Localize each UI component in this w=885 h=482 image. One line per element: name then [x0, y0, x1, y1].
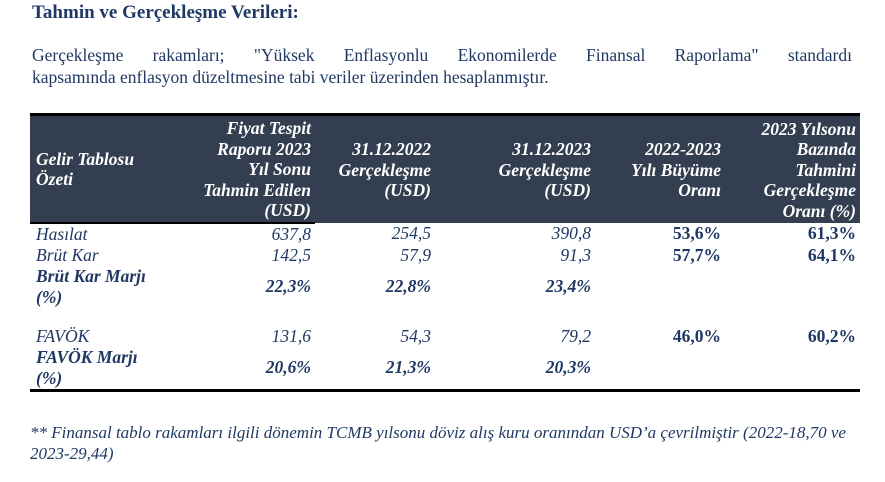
header-line: Gerçekleşme: [338, 159, 431, 180]
row-label-line: FAVÖK Marjı: [36, 346, 138, 367]
header-line: Yıl Sonu: [248, 159, 311, 179]
cell-actual-2023: 390,8: [551, 223, 591, 243]
cell-actual-2023: 91,3: [560, 244, 591, 265]
intro-line-2: kapsamında enflasyon düzeltmesine tabi v…: [32, 67, 549, 87]
intro-paragraph: Gerçekleşme rakamları; "Yüksek Enflasyon…: [32, 44, 852, 88]
cell-actual-2022: 22,8%: [385, 276, 431, 296]
header-line: (USD): [544, 180, 591, 200]
income-statement-table: Gelir Tablosu Özeti Fiyat Tespit Raporu …: [30, 113, 860, 392]
spacer-cell: [30, 308, 860, 326]
header-line: Tahmini: [795, 159, 856, 180]
header-line: Gerçekleşme: [763, 180, 856, 200]
cell-forecast: 142,5: [271, 244, 311, 265]
cell-realization: 64,1%: [807, 244, 856, 265]
header-line: 31.12.2022: [352, 139, 431, 159]
header-line: Tahmin Edilen: [203, 179, 311, 200]
section-title: Tahmin ve Gerçekleşme Verileri:: [32, 2, 299, 23]
table-row-ebitda-margin: FAVÖK Marjı (%) 20,6% 21,3% 20,3%: [30, 346, 860, 392]
cell-actual-2022: 21,3%: [315, 346, 435, 392]
header-income-summary: Gelir Tablosu Özeti: [30, 113, 185, 224]
header-realization: 2023 Yılsonu Bazında Tahmini Gerçekleşme…: [725, 113, 860, 223]
row-label: Brüt Kar: [36, 244, 99, 265]
header-line: Gelir Tablosu: [36, 148, 135, 169]
header-line: 2022-2023: [645, 139, 721, 159]
header-line: Özeti: [36, 169, 73, 190]
header-line: 2023 Yılsonu: [761, 118, 857, 139]
cell-growth: [595, 346, 725, 392]
header-line: Bazında: [796, 139, 856, 159]
cell-growth: [595, 266, 725, 308]
cell-forecast: 22,3%: [265, 276, 311, 296]
table-header-row: Gelir Tablosu Özeti Fiyat Tespit Raporu …: [30, 113, 860, 224]
header-actual-2023: 31.12.2023 Gerçekleşme (USD): [435, 113, 595, 223]
header-line: Gerçekleşme: [498, 159, 591, 180]
cell-forecast: 131,6: [271, 325, 311, 346]
cell-actual-2023: 20,3%: [435, 346, 595, 392]
cell-actual-2022: 254,5: [391, 223, 431, 243]
cell-forecast: 637,8: [271, 223, 311, 244]
cell-actual-2023: 79,2: [560, 325, 591, 346]
cell-realization: 60,2%: [807, 325, 856, 346]
cell-forecast: 20,6%: [185, 346, 315, 392]
intro-line-1: Gerçekleşme rakamları; "Yüksek Enflasyon…: [32, 45, 852, 65]
row-label: FAVÖK: [36, 325, 90, 346]
cell-actual-2022: 57,9: [400, 244, 431, 265]
row-label-line: (%): [36, 286, 63, 307]
cell-realization: [725, 346, 860, 392]
table-row-gross-margin: Brüt Kar Marjı (%) 22,3% 22,8% 23,4%: [30, 266, 860, 308]
header-forecast: Fiyat Tespit Raporu 2023 Yıl Sonu Tahmin…: [185, 113, 315, 224]
header-line: Oranı (%): [782, 200, 856, 221]
table-row-gross-profit: Brüt Kar 142,5 57,9 91,3 57,7% 64,1%: [30, 245, 860, 266]
table-footnote: ** Finansal tablo rakamları ilgili dönem…: [30, 423, 846, 463]
row-label: Brüt Kar Marjı (%): [30, 266, 185, 308]
header-line: 31.12.2023: [512, 139, 591, 159]
cell-actual-2023: 23,4%: [545, 276, 591, 296]
header-line: (USD): [264, 200, 311, 220]
header-actual-2022: 31.12.2022 Gerçekleşme (USD): [315, 113, 435, 223]
header-line: Yılı Büyüme: [631, 159, 721, 180]
income-statement-table-wrapper: Gelir Tablosu Özeti Fiyat Tespit Raporu …: [30, 113, 860, 392]
row-label: FAVÖK Marjı (%): [30, 346, 185, 392]
cell-actual-2022: 54,3: [400, 325, 431, 346]
table-row-revenue: Hasılat 637,8 254,5 390,8 53,6% 61,3%: [30, 223, 860, 245]
header-line: Oranı: [678, 180, 721, 200]
header-line: Raporu 2023: [217, 138, 311, 159]
cell-realization: 61,3%: [807, 223, 856, 243]
cell-growth: 57,7%: [672, 244, 721, 265]
row-label: Hasılat: [36, 223, 88, 244]
header-line: (USD): [384, 180, 431, 200]
table-spacer-row: [30, 308, 860, 326]
row-label-line: (%): [36, 367, 63, 388]
header-growth: 2022-2023 Yılı Büyüme Oranı: [595, 113, 725, 223]
header-line: Fiyat Tespit: [226, 118, 311, 138]
cell-growth: 46,0%: [672, 325, 721, 346]
cell-growth: 53,6%: [672, 223, 721, 243]
table-row-ebitda: FAVÖK 131,6 54,3 79,2 46,0% 60,2%: [30, 326, 860, 347]
cell-realization: [725, 266, 860, 308]
row-label-line: Brüt Kar Marjı: [36, 265, 146, 286]
